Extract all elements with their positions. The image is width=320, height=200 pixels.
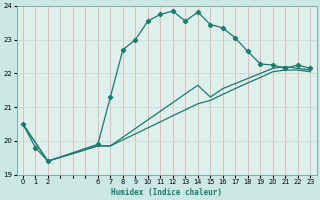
X-axis label: Humidex (Indice chaleur): Humidex (Indice chaleur) <box>111 188 222 197</box>
